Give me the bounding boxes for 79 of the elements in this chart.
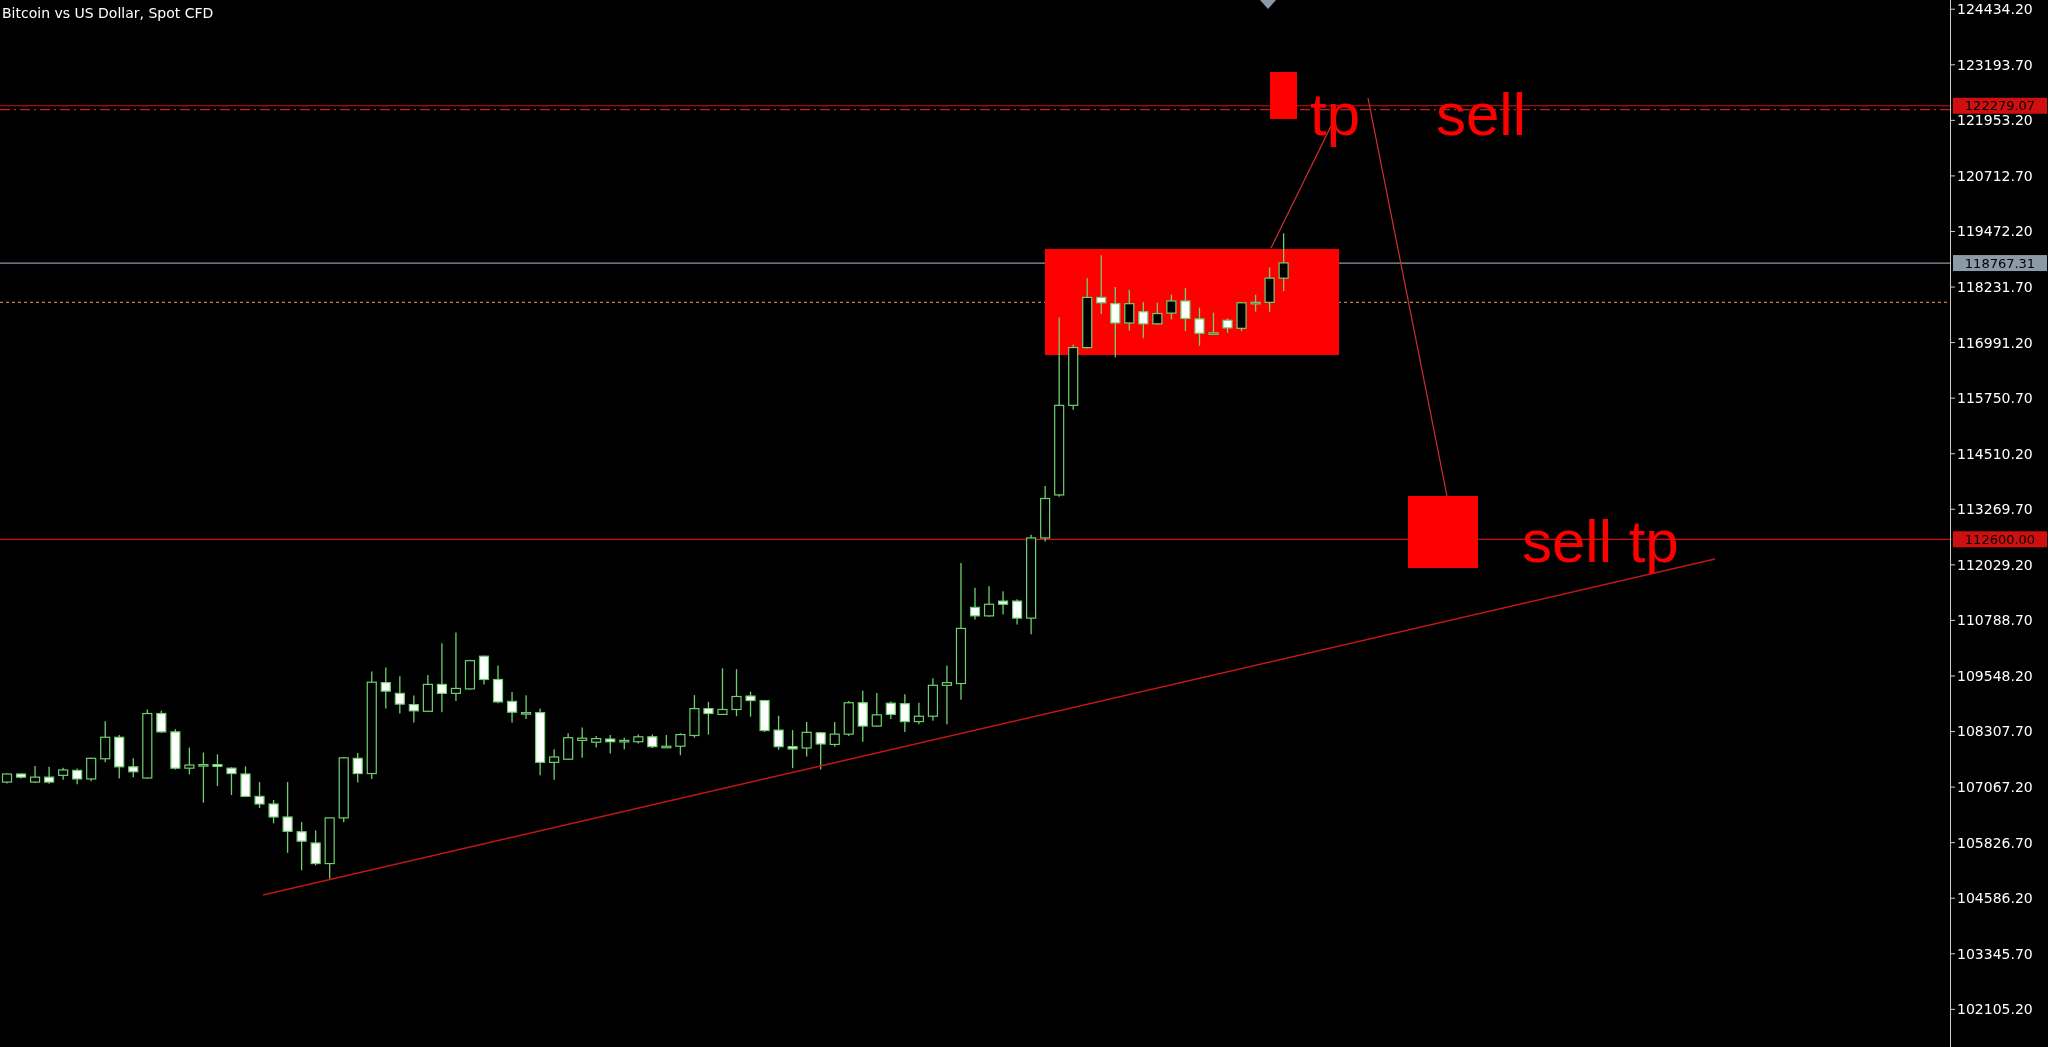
candlestick [941, 664, 953, 725]
y-tick-label: 118231.70 [1957, 278, 2033, 295]
candlestick [1138, 301, 1149, 339]
candlestick [1011, 598, 1023, 626]
candlestick [899, 693, 910, 733]
y-tick-label: 116991.20 [1957, 334, 2033, 351]
candlestick [703, 701, 714, 736]
candlestick [520, 694, 532, 720]
candlestick [1278, 232, 1289, 292]
candlestick [450, 631, 462, 702]
y-tick-label: 102105.20 [1957, 1001, 2033, 1018]
y-tick-label: 123193.70 [1957, 56, 2033, 73]
candlestick [198, 751, 209, 804]
candlestick [1124, 289, 1135, 332]
candlestick [1194, 307, 1205, 347]
candlestick [745, 690, 756, 718]
candlestick [787, 729, 798, 769]
ref-line-label: 118767.31 [1964, 255, 2036, 271]
candlestick [857, 690, 868, 743]
candlestick [394, 675, 405, 715]
y-tick-label: 120712.70 [1957, 167, 2033, 184]
candlestick [1208, 311, 1219, 335]
candlestick [675, 732, 686, 756]
candlestick [815, 731, 826, 771]
candlestick [184, 746, 195, 776]
candlestick [731, 668, 742, 717]
y-tick-label: 113269.70 [1957, 501, 2033, 518]
candlestick [1096, 254, 1107, 315]
candlestick [506, 691, 518, 724]
candlestick [549, 748, 560, 781]
y-tick-label: 121953.20 [1957, 112, 2033, 129]
candlestick [983, 585, 995, 618]
candlestick [240, 765, 251, 798]
candlestick [1180, 287, 1191, 332]
y-tick-label: 124434.20 [1957, 1, 2033, 18]
candlestick [969, 587, 981, 621]
y-tick-label: 119472.20 [1957, 223, 2033, 240]
candlestick [563, 732, 574, 761]
candlestick [212, 753, 223, 787]
y-tick-label: 112029.20 [1957, 556, 2033, 573]
y-tick-label: 114510.20 [1957, 445, 2033, 462]
candlestick [268, 799, 279, 824]
candlestick [801, 721, 812, 758]
ref-line-label: 112600.00 [1964, 531, 2036, 547]
candlestick [254, 781, 265, 809]
candlestick [997, 590, 1009, 616]
y-tick-label: 109548.20 [1957, 667, 2033, 684]
y-tick-label: 115750.70 [1957, 390, 2033, 407]
candlestick [478, 655, 490, 686]
candlestick [226, 766, 237, 796]
y-tick-label: 103345.70 [1957, 945, 2033, 962]
candlestick [605, 734, 616, 755]
y-tick-label: 110788.70 [1957, 612, 2033, 629]
candlestick [44, 766, 55, 785]
candlestick [871, 692, 882, 728]
candlestick [913, 702, 924, 725]
chart-title: Bitcoin vs US Dollar, Spot CFD [2, 5, 214, 21]
candlestick [1166, 294, 1177, 321]
y-tick-label: 105826.70 [1957, 834, 2033, 851]
candlestick [310, 829, 321, 867]
candlestick [282, 781, 293, 854]
candlestick [29, 765, 41, 784]
ref-line-label: 122279.07 [1964, 98, 2036, 114]
y-tick-label: 104586.20 [1957, 890, 2033, 907]
y-tick-label: 108307.70 [1957, 723, 2033, 740]
candlestick [296, 821, 307, 871]
candlestick [829, 721, 840, 748]
candlestick [128, 757, 139, 778]
y-tick-label: 107067.20 [1957, 779, 2033, 796]
candlestick [352, 752, 363, 784]
candlestick [1110, 286, 1121, 359]
candlestick [100, 720, 111, 763]
candlestick [436, 642, 448, 713]
candlestick [717, 667, 728, 716]
candlestick [408, 694, 419, 724]
candlestick [380, 666, 391, 710]
candlestick [492, 664, 504, 704]
candlestick [156, 710, 167, 734]
candlestick [773, 715, 784, 751]
